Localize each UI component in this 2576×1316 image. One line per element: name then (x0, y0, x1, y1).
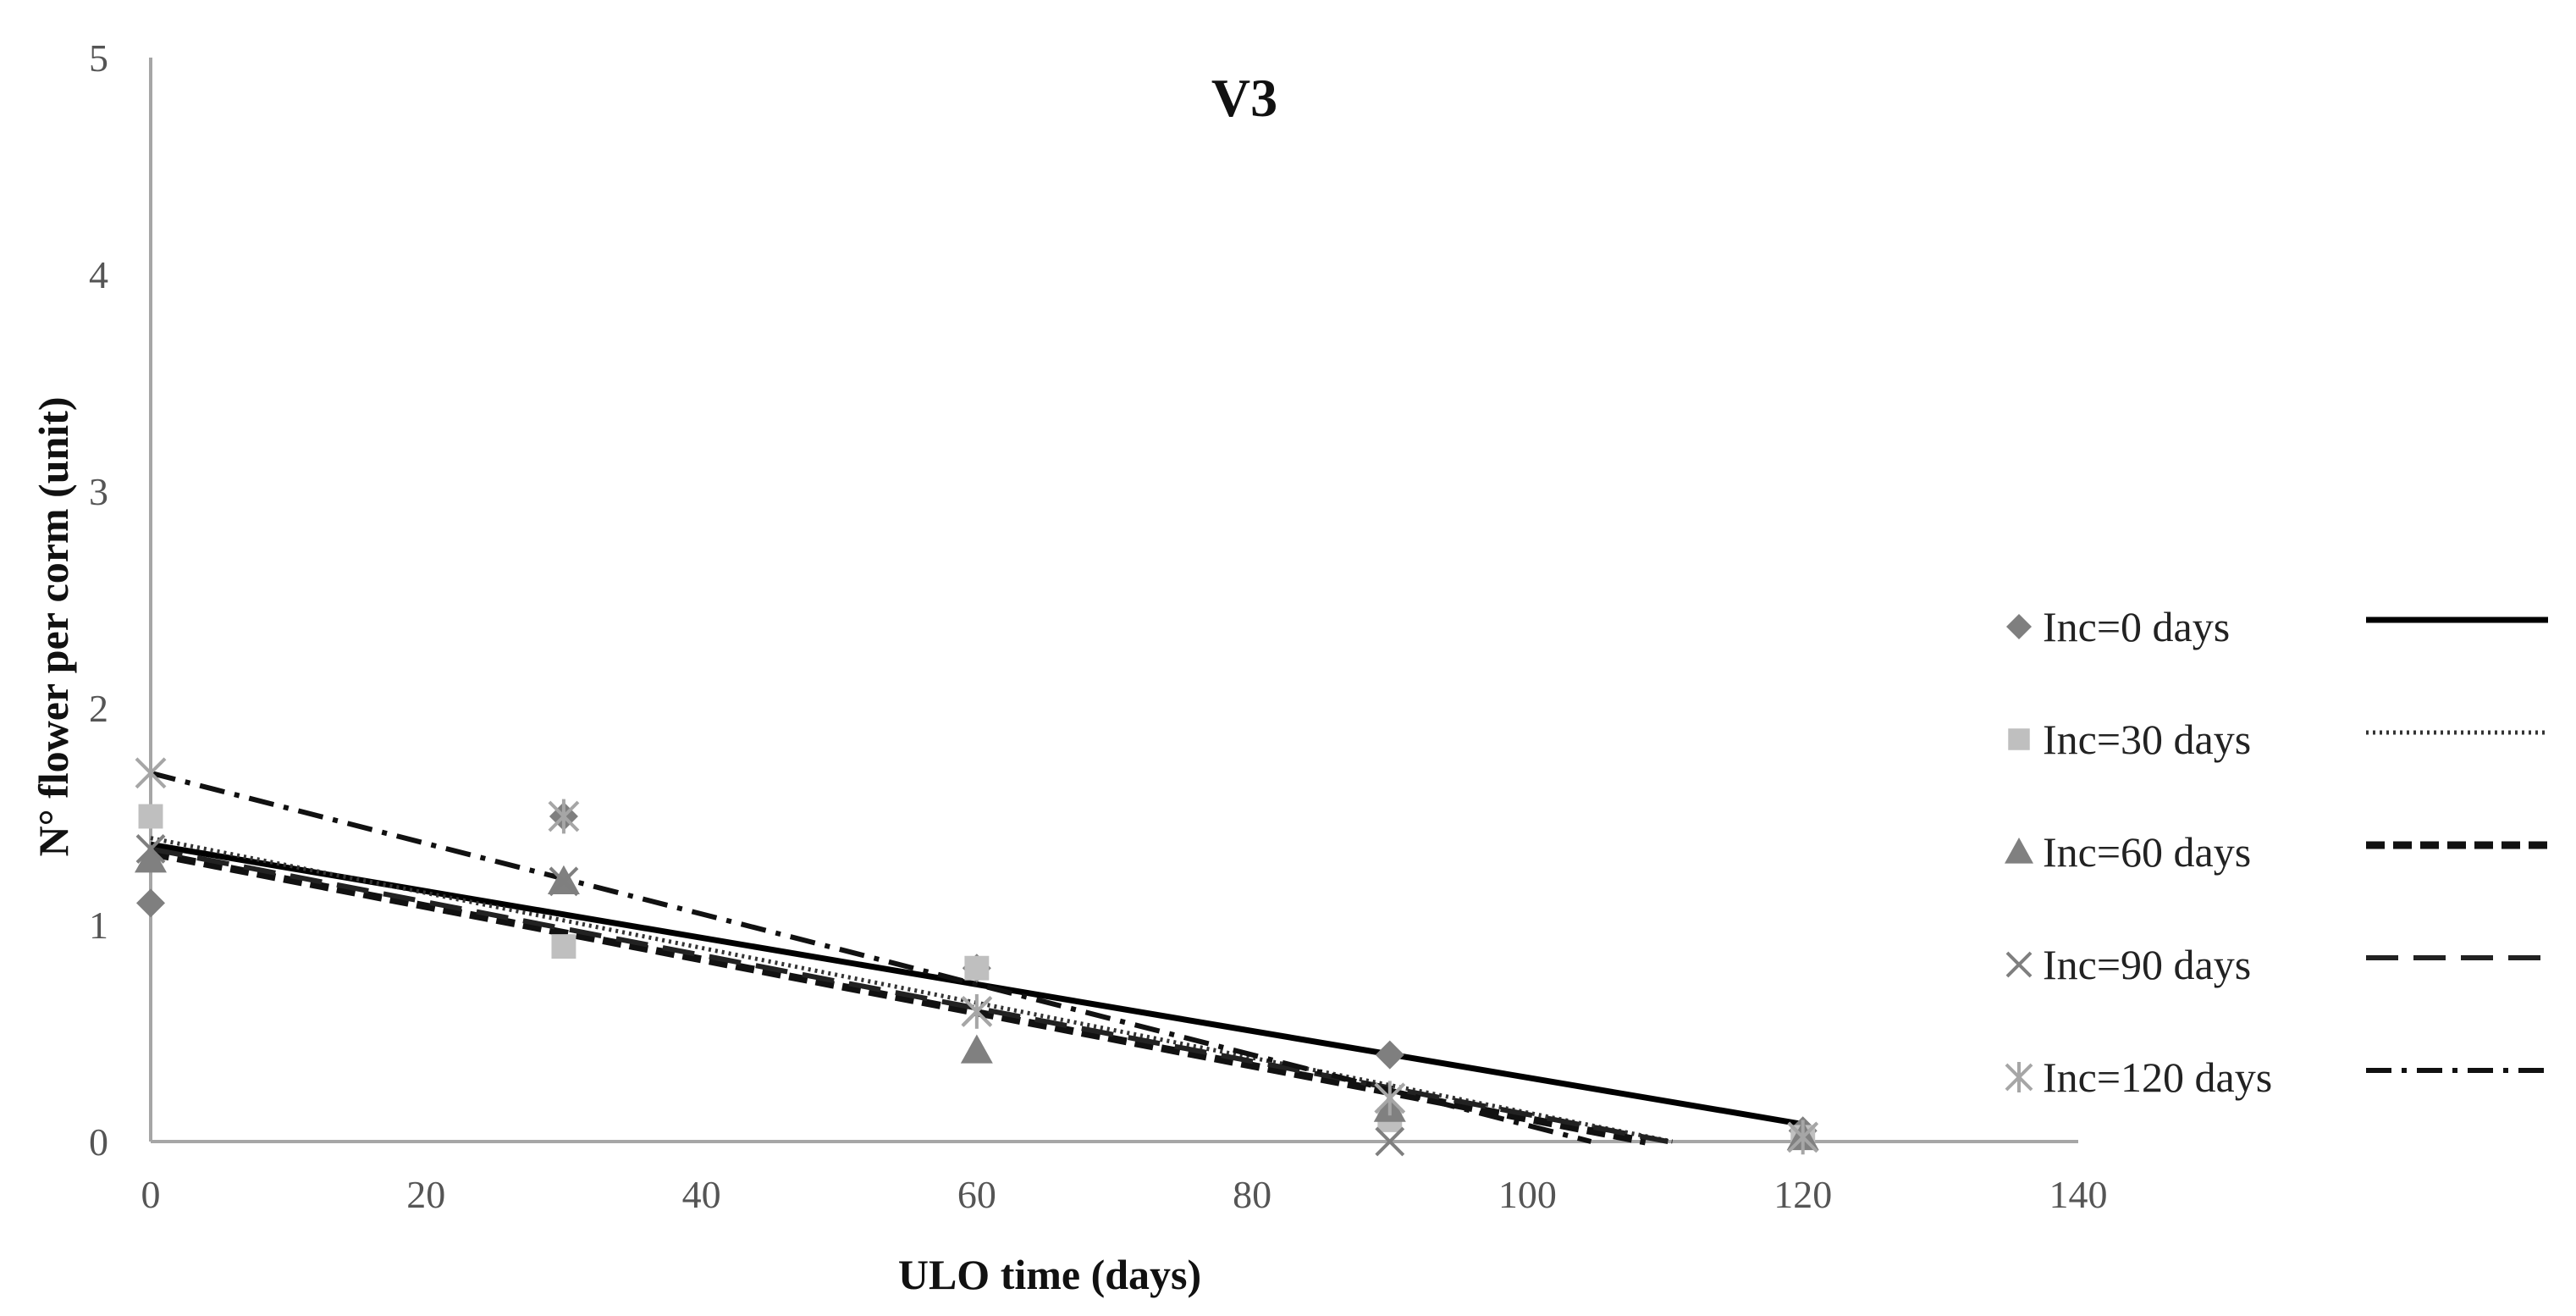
legend-marker (2005, 951, 2033, 978)
data-point (548, 799, 580, 834)
y-tick-label: 5 (89, 36, 108, 80)
trendline-series-2 (150, 836, 1674, 1144)
legend-marker (2005, 1062, 2033, 1092)
data-point (551, 934, 576, 959)
plot-area: 0 20 40 60 80 100 120 140 0 1 2 3 4 5 (89, 36, 2108, 1216)
legend-label: Inc=30 days (2043, 716, 2251, 763)
x-axis-title: ULO time (days) (898, 1251, 1201, 1298)
legend-marker-stroke (2005, 951, 2033, 978)
data-point-stroke (1375, 1126, 1405, 1157)
legend-item-4: Inc=90 days (2005, 941, 2548, 988)
data-point (960, 1034, 993, 1064)
legend-item-2: Inc=30 days (2008, 716, 2548, 763)
data-point (1375, 1126, 1405, 1157)
data-point (135, 833, 166, 864)
x-tick-label: 40 (682, 1173, 721, 1216)
chart-title: V3 (1211, 68, 1277, 128)
legend-label: Inc=60 days (2043, 828, 2251, 876)
trendline-series-3 (150, 849, 1647, 1146)
x-tick-label: 0 (141, 1173, 161, 1216)
data-point-stroke (549, 866, 579, 897)
data-point (135, 843, 167, 873)
x-tick-label: 80 (1233, 1173, 1271, 1216)
data-point (136, 888, 165, 918)
x-tick-label: 140 (2049, 1173, 2108, 1216)
y-tick-label: 4 (89, 253, 108, 296)
trendline-series-4 (150, 846, 1669, 1144)
y-axis-title: N° flower per corm (unit) (30, 396, 77, 856)
legend-marker (2008, 728, 2030, 750)
data-point (961, 994, 993, 1029)
legend-label: Inc=0 days (2043, 603, 2230, 650)
legend-item-3: Inc=60 days (2005, 828, 2548, 876)
data-point (1375, 1040, 1404, 1070)
y-tick-label: 2 (89, 687, 108, 730)
legend-label: Inc=90 days (2043, 941, 2251, 988)
x-tick-label: 20 (406, 1173, 445, 1216)
legend-item-5: Inc=120 days (2005, 1053, 2548, 1101)
data-point (964, 955, 990, 981)
data-point (549, 866, 579, 897)
data-point (135, 755, 167, 791)
data-point-stroke (135, 833, 166, 864)
legend: Inc=0 days Inc=30 days Inc=60 days Inc=90 d… (2005, 603, 2548, 1101)
x-tick-label: 120 (1773, 1173, 1832, 1216)
y-tick-label: 3 (89, 470, 108, 513)
y-tick-label: 1 (89, 904, 108, 947)
legend-label: Inc=120 days (2043, 1053, 2272, 1101)
data-point (1374, 1081, 1406, 1116)
trendline-series-5 (150, 770, 1592, 1144)
series-5-points (135, 755, 1819, 1155)
legend-marker (2006, 614, 2032, 639)
data-point (138, 804, 163, 829)
x-tick-label: 60 (957, 1173, 996, 1216)
data-point (1787, 1120, 1819, 1155)
y-tick-label: 0 (89, 1120, 108, 1164)
legend-marker (2005, 838, 2033, 864)
legend-item-1: Inc=0 days (2006, 603, 2548, 650)
x-tick-label: 100 (1498, 1173, 1557, 1216)
